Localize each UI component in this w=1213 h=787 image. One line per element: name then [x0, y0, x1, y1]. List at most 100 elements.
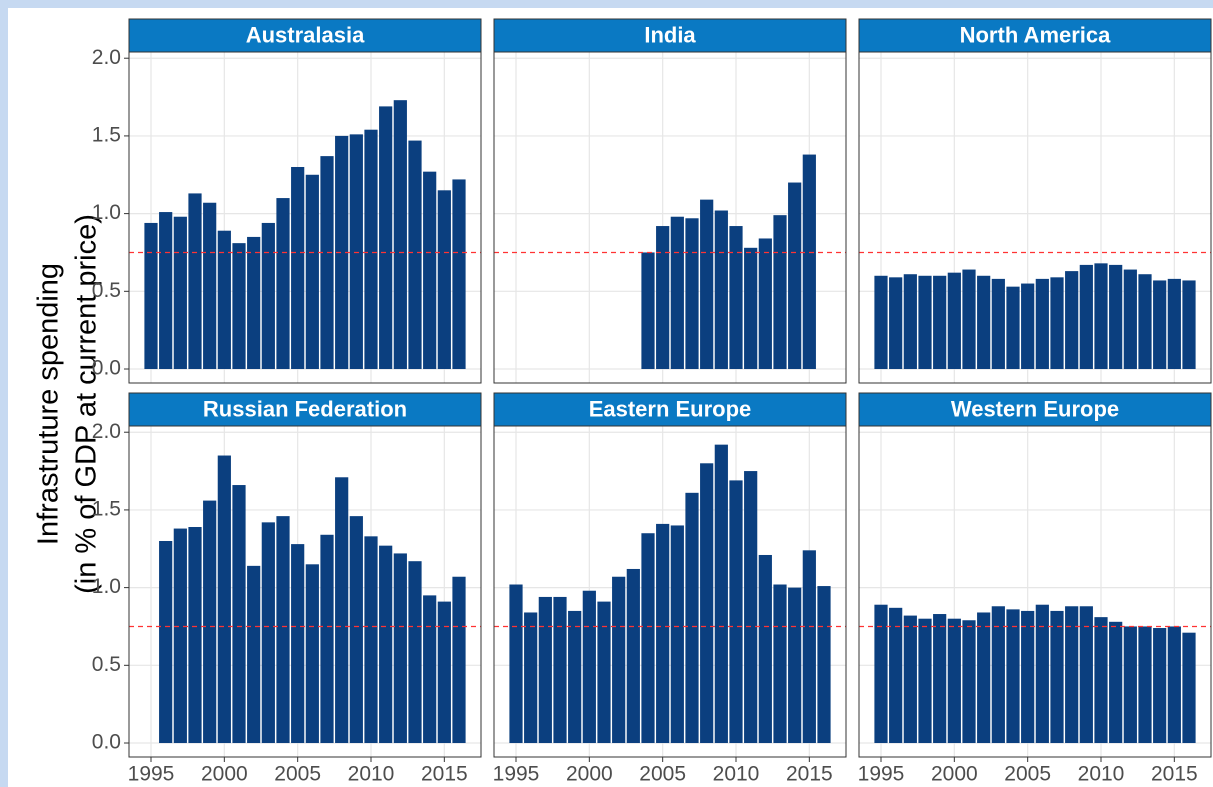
x-tick-label: 2005 — [274, 763, 321, 786]
bar — [1182, 632, 1196, 744]
bar — [947, 618, 961, 744]
bar — [1182, 280, 1196, 370]
x-tick-label: 2015 — [421, 763, 468, 786]
bar — [656, 523, 670, 744]
x-tick-label: 2000 — [201, 763, 248, 786]
bar — [538, 596, 552, 744]
y-tick-label: 2.0 — [92, 46, 121, 69]
bar — [1021, 283, 1035, 370]
bar — [1167, 626, 1181, 744]
bar — [1109, 264, 1123, 370]
bar — [335, 477, 349, 744]
bar — [802, 550, 816, 744]
bar — [933, 614, 947, 744]
bar — [159, 212, 173, 370]
bar — [173, 216, 187, 370]
bar — [656, 226, 670, 370]
bar — [1079, 264, 1093, 370]
bar — [874, 275, 888, 370]
x-tick-label: 2000 — [566, 763, 613, 786]
bar — [700, 463, 714, 744]
bar — [393, 553, 407, 744]
bar — [188, 193, 202, 370]
bar — [582, 590, 596, 744]
bar — [568, 610, 582, 744]
bar — [1138, 626, 1152, 744]
x-tick-label: 2005 — [639, 763, 686, 786]
x-tick-label: 1995 — [493, 763, 540, 786]
bar — [261, 222, 275, 370]
bar — [903, 274, 917, 370]
x-tick-label: 2005 — [1004, 763, 1051, 786]
facet-title: Russian Federation — [203, 396, 407, 421]
bar — [524, 612, 538, 744]
panel-border — [128, 425, 482, 758]
bar — [1035, 278, 1049, 370]
bar — [991, 606, 1005, 744]
bar — [1050, 610, 1064, 744]
bar — [991, 278, 1005, 370]
bar — [1021, 610, 1035, 744]
bar — [1094, 263, 1108, 370]
bar — [626, 568, 640, 744]
facet-strip — [128, 18, 482, 53]
bar — [788, 182, 802, 370]
bar — [188, 527, 202, 744]
bar — [379, 106, 393, 370]
bar — [349, 516, 363, 744]
bar — [408, 140, 422, 370]
bar — [962, 269, 976, 370]
bar — [1006, 286, 1020, 370]
bar — [364, 129, 378, 370]
bar — [903, 615, 917, 744]
x-tick-label: 2010 — [713, 763, 760, 786]
bar — [1138, 274, 1152, 370]
bar — [744, 247, 758, 370]
bar — [758, 238, 772, 370]
bar — [641, 533, 655, 744]
x-tick-label: 2010 — [348, 763, 395, 786]
bar — [1094, 617, 1108, 744]
x-tick-label: 2015 — [1151, 763, 1198, 786]
bar — [305, 174, 319, 370]
bar — [597, 601, 611, 744]
bar — [173, 528, 187, 744]
bar — [1153, 628, 1167, 744]
bar — [437, 601, 451, 744]
bar — [217, 230, 231, 370]
bar — [320, 534, 334, 744]
bar — [1006, 609, 1020, 744]
bar — [423, 171, 437, 370]
y-tick-label: 2.0 — [92, 420, 121, 443]
bar — [773, 215, 787, 370]
bar — [773, 584, 787, 744]
bar — [918, 275, 932, 370]
bar — [685, 218, 699, 370]
bar — [408, 561, 422, 744]
bar — [918, 618, 932, 744]
facet-title: North America — [960, 22, 1112, 47]
y-tick-label: 1.0 — [92, 201, 121, 224]
bar — [203, 202, 217, 370]
x-tick-label: 1995 — [858, 763, 905, 786]
bar — [612, 576, 626, 744]
bar — [685, 492, 699, 744]
bar — [1065, 606, 1079, 744]
bar — [276, 198, 290, 370]
bar — [714, 210, 728, 370]
bar — [962, 620, 976, 744]
bar — [159, 540, 173, 744]
bar — [423, 595, 437, 744]
bar — [232, 485, 246, 744]
bar — [670, 216, 684, 370]
bar — [203, 500, 217, 744]
bar — [232, 243, 246, 370]
y-tick-label: 0.5 — [92, 653, 121, 676]
bar — [261, 522, 275, 744]
bar — [553, 596, 567, 744]
bar — [889, 277, 903, 370]
y-tick-label: 0.5 — [92, 279, 121, 302]
bar — [889, 607, 903, 744]
bar — [947, 272, 961, 370]
